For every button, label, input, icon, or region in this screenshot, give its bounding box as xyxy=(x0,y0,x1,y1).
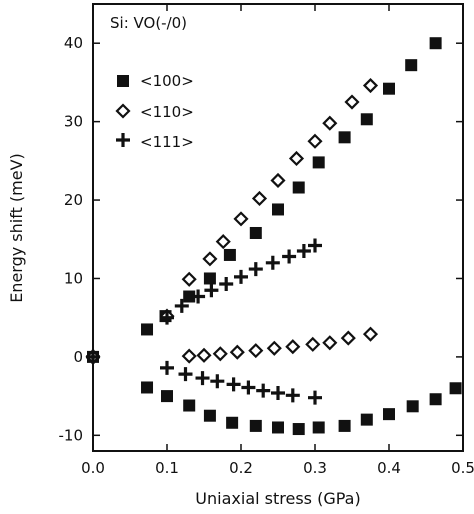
data-point-plus xyxy=(191,289,206,304)
data-point-diamond xyxy=(322,335,338,351)
data-point-square xyxy=(429,393,442,406)
data-point-diamond xyxy=(248,343,264,359)
data-point-plus xyxy=(308,390,322,405)
data-point-plus xyxy=(178,367,193,382)
data-point-square xyxy=(272,421,284,434)
data-point-square xyxy=(360,113,373,126)
data-point-square xyxy=(161,390,173,403)
y-tick-label: -10 xyxy=(59,426,84,444)
plot-frame xyxy=(92,3,464,452)
y-tick-label: 40 xyxy=(64,34,83,52)
data-point-plus xyxy=(241,380,256,395)
data-point-diamond xyxy=(229,344,245,360)
data-point-plus xyxy=(226,377,241,392)
y-tick-label: 20 xyxy=(64,191,83,209)
data-point-square xyxy=(141,381,154,394)
data-point-square xyxy=(223,248,236,261)
x-tick-label: 0.5 xyxy=(451,459,474,477)
data-point-diamond xyxy=(266,340,282,356)
legend-label-100: <100> xyxy=(140,72,194,90)
data-point-diamond xyxy=(285,339,301,355)
data-point-square xyxy=(183,399,196,412)
x-axis-ticks: 0.0 0.1 0.2 0.3 0.4 0.5 xyxy=(81,4,474,477)
x-tick-label: 0.3 xyxy=(303,459,327,477)
x-tick-label: 0.2 xyxy=(229,459,253,477)
data-point-diamond xyxy=(215,234,231,250)
data-point-diamond xyxy=(344,94,360,110)
y-axis-ticks: -10 0 10 20 30 40 xyxy=(59,34,463,444)
data-point-square xyxy=(249,226,262,239)
x-tick-label: 0.4 xyxy=(377,459,401,477)
data-point-plus xyxy=(234,269,248,284)
data-point-diamond xyxy=(251,190,268,207)
data-point-square xyxy=(449,382,462,395)
data-point-diamond xyxy=(233,211,249,227)
data-point-square xyxy=(203,409,216,422)
data-point-square xyxy=(203,272,216,285)
data-point-diamond xyxy=(196,347,212,363)
data-point-diamond xyxy=(307,133,323,149)
data-point-diamond xyxy=(202,251,218,267)
x-tick-label: 0.0 xyxy=(81,459,105,477)
data-point-diamond xyxy=(270,172,286,189)
data-point-square xyxy=(226,416,239,429)
y-axis-label: Energy shift (meV) xyxy=(7,153,26,303)
data-point-plus xyxy=(296,244,311,259)
data-point-diamond xyxy=(322,115,338,131)
data-point-diamond xyxy=(362,326,379,342)
data-point-plus xyxy=(204,283,219,298)
y-tick-label: 0 xyxy=(73,348,83,366)
data-point-plus xyxy=(160,310,174,325)
data-point-diamond xyxy=(362,78,379,94)
legend-label-110: <110> xyxy=(140,103,194,121)
legend-marker-110 xyxy=(115,103,131,119)
data-point-square xyxy=(249,419,262,432)
data-point-plus xyxy=(256,383,271,398)
data-point-square xyxy=(141,323,154,336)
data-point-square xyxy=(312,421,325,434)
data-point-square xyxy=(338,419,351,432)
legend-marker-111 xyxy=(116,133,130,147)
legend-label-111: <111> xyxy=(140,133,194,151)
y-tick-label: 10 xyxy=(64,269,83,287)
data-point-plus xyxy=(219,276,234,291)
data-point-square xyxy=(292,423,305,436)
data-point-plus xyxy=(248,262,263,277)
data-point-square xyxy=(383,408,395,421)
x-tick-label: 0.1 xyxy=(155,459,179,477)
data-point-plus xyxy=(285,388,300,403)
data-point-diamond xyxy=(181,348,197,364)
y-tick-label: 30 xyxy=(64,113,83,131)
data-point-plus xyxy=(210,374,225,389)
data-point-diamond xyxy=(212,346,228,362)
data-point-plus xyxy=(86,349,100,364)
data-point-square xyxy=(272,203,284,216)
data-markers xyxy=(85,37,462,436)
data-point-square xyxy=(338,131,351,144)
data-point-plus xyxy=(195,371,210,386)
legend-marker-100 xyxy=(117,75,129,87)
data-point-plus xyxy=(160,360,174,375)
x-axis-label: Uniaxial stress (GPa) xyxy=(195,489,360,508)
data-point-diamond xyxy=(340,330,356,346)
data-point-plus xyxy=(282,249,297,264)
data-point-square xyxy=(312,156,325,169)
data-point-plus xyxy=(174,298,189,313)
data-point-diamond xyxy=(181,271,197,287)
data-point-plus xyxy=(265,255,280,270)
data-point-square xyxy=(360,413,373,426)
data-point-plus xyxy=(271,385,285,400)
legend: <100> <110> <111> xyxy=(115,72,194,151)
data-point-square xyxy=(183,290,196,303)
data-point-square xyxy=(383,82,395,95)
data-point-square xyxy=(405,59,418,72)
data-point-square xyxy=(429,37,442,50)
data-point-diamond xyxy=(288,150,305,167)
data-point-square xyxy=(292,181,305,194)
data-point-square xyxy=(406,400,419,413)
data-point-plus xyxy=(308,238,322,253)
chart-title: Si: VO(-/0) xyxy=(110,14,187,32)
data-point-diamond xyxy=(305,336,321,352)
